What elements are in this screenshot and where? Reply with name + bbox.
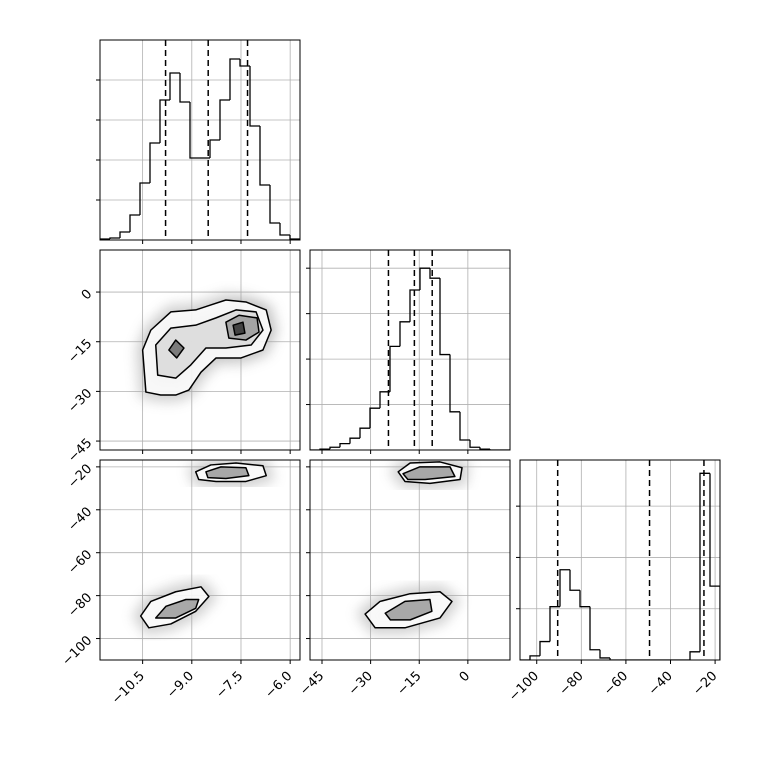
panel-frame (519, 459, 721, 661)
hist-step (379, 391, 390, 409)
panel (306, 249, 511, 454)
panel-frame (99, 249, 301, 451)
y-tick-label: 0 (79, 287, 95, 303)
hist-step (529, 655, 540, 660)
y-tick-label: −100 (59, 633, 95, 669)
hist-step (359, 427, 370, 439)
hist-step (549, 606, 560, 642)
y-tick-label: −20 (65, 462, 95, 492)
hist-step (169, 72, 180, 100)
x-tick-label: −80 (557, 669, 587, 699)
contour (232, 321, 246, 336)
hist-step (539, 640, 550, 656)
contour (384, 598, 433, 621)
hist-step (459, 411, 470, 441)
hist-step (599, 649, 610, 659)
x-tick-label: −40 (646, 669, 676, 699)
x-tick-label: −15 (395, 669, 425, 699)
hist-step (279, 223, 290, 236)
hist-step (189, 102, 200, 159)
x-tick-label: −10.5 (109, 669, 148, 708)
x-tick-label: −60 (601, 669, 631, 699)
hist-step (139, 182, 150, 215)
panel: −45 −30 −15 0 (297, 459, 511, 699)
hist-step (329, 446, 340, 450)
x-tick-label: −9.0 (164, 669, 197, 702)
hist-step (259, 126, 270, 186)
hist-step (439, 278, 450, 356)
hist-step (119, 231, 130, 238)
panel (96, 39, 301, 244)
x-tick-label: −45 (297, 669, 327, 699)
y-tick-label: −40 (65, 504, 95, 534)
y-tick-label: −60 (65, 547, 95, 577)
hist-step (209, 139, 220, 158)
y-tick-label: −15 (65, 336, 95, 366)
y-tick-label: −45 (65, 436, 95, 466)
panel: −100 −80 −60 −40 −20 (506, 459, 721, 705)
hist-step (129, 214, 140, 232)
y-tick-label: −30 (65, 386, 95, 416)
hist-step (419, 267, 430, 290)
hist-step (469, 440, 480, 448)
x-tick-label: −30 (346, 669, 376, 699)
hist-step (249, 66, 260, 127)
hist-step (699, 472, 710, 652)
panel: −10.5 −9.0 −7.5 −6.0 −20 −40 −60 −80 −100 (59, 459, 301, 708)
hist-step (109, 237, 120, 239)
hist-step (579, 590, 590, 608)
x-tick-label: −7.5 (213, 669, 246, 702)
hist-step (159, 99, 170, 143)
hist-step (239, 59, 250, 67)
x-tick-label: 0 (457, 669, 473, 685)
contour (205, 466, 250, 480)
contour (168, 339, 185, 359)
hist-step (179, 73, 190, 103)
panel-frame (309, 249, 511, 451)
hist-step (269, 185, 280, 224)
hist-step (149, 142, 160, 183)
x-tick-label: −100 (506, 669, 542, 705)
contour (154, 598, 200, 619)
hist-step (689, 651, 700, 660)
x-tick-label: −20 (690, 669, 720, 699)
hist-step (479, 447, 490, 450)
hist-step (289, 235, 300, 240)
hist-step (389, 345, 400, 392)
panel-frame (99, 39, 301, 241)
hist-step (409, 289, 420, 322)
y-tick-label: −80 (65, 590, 95, 620)
panel-frame (309, 459, 511, 661)
hist-step (399, 321, 410, 347)
hist-step (489, 449, 500, 450)
hist-step (569, 569, 580, 591)
hist-step (100, 238, 110, 240)
hist-step (609, 657, 620, 660)
hist-step (709, 473, 720, 660)
hist-step (589, 606, 600, 651)
panel-frame (99, 459, 301, 661)
panel: 0 −15 −30 −45 (65, 249, 301, 466)
hist-step (559, 569, 570, 607)
hist-step (429, 268, 440, 279)
hist-step (349, 437, 360, 444)
contour (402, 466, 456, 481)
hist-step (369, 407, 380, 429)
x-tick-label: −6.0 (263, 669, 296, 702)
hist-step (219, 99, 230, 140)
hist-step (229, 58, 240, 100)
hist-step (449, 354, 460, 413)
hist-step (339, 442, 350, 448)
